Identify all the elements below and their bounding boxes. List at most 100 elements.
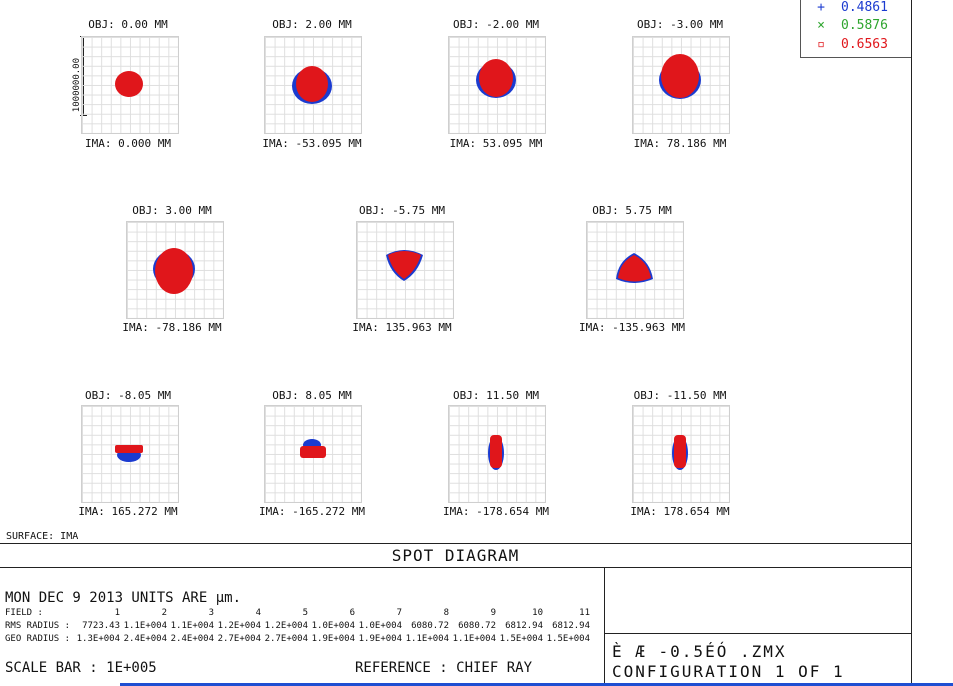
footer-right-divider [604,633,911,634]
spot-plot-6 [356,221,456,321]
legend-square-symbol: ▫ [817,37,825,52]
spot-pattern [115,445,143,462]
plot-9-obj-label: OBJ: 8.05 MM [272,389,352,402]
legend-wavelength-value: 0.5876 [841,18,888,33]
rms-value: 6812.94 [505,621,543,631]
plot-8-ima-label: IMA: 165.272 MM [78,505,178,518]
plot-5-ima-label: IMA: -78.186 MM [122,321,222,334]
field-number: 1 [114,608,120,618]
title-top-line [0,543,911,544]
field-number: 11 [579,608,590,618]
legend-row: ▫ 0.6563 [801,37,911,55]
spot-pattern [300,439,326,458]
rms-value: 1.1E+004 [170,621,214,631]
plot-2-ima-label: IMA: -53.095 MM [262,137,362,150]
rms-value: 7723.43 [82,621,120,631]
spot-pattern [115,71,143,97]
spot-plot-5 [126,221,226,321]
rms-row-label: RMS RADIUS : [5,621,71,631]
legend-wavelength-value: 0.4861 [841,0,888,15]
footer-divider-line [604,567,605,686]
spot-pattern [476,59,516,98]
date-units-text: MON DEC 9 2013 UNITS ARE µm. [5,590,242,606]
wavelength-legend: + 0.4861 × 0.5876 ▫ 0.6563 [800,0,912,58]
rms-value: 6812.94 [552,621,590,631]
plot-4-ima-label: IMA: 78.186 MM [633,137,727,150]
field-number: 3 [208,608,214,618]
field-number: 6 [349,608,355,618]
legend-wavelength-value: 0.6563 [841,37,888,52]
geo-value: 1.1E+004 [405,634,449,644]
plot-9-ima-label: IMA: -165.272 MM [259,505,365,518]
plot-1-ima-label: IMA: 0.000 MM [84,137,172,150]
taskbar-strip [120,683,953,686]
right-frame-line [911,0,912,686]
geo-value: 1.9E+004 [358,634,402,644]
surface-label: SURFACE: IMA [6,531,79,542]
field-number: 7 [396,608,402,618]
plot-5-obj-label: OBJ: 3.00 MM [132,204,212,217]
reference-text: REFERENCE : CHIEF RAY [355,660,533,676]
spot-pattern [292,66,332,104]
spot-plot-3 [448,36,548,136]
rms-value: 6080.72 [411,621,449,631]
plot-11-obj-label: OBJ: -11.50 MM [633,389,727,402]
plot-8-obj-label: OBJ: -8.05 MM [84,389,172,402]
plot-10-ima-label: IMA: -178.654 MM [443,505,549,518]
geo-value: 2.4E+004 [123,634,167,644]
legend-plus-symbol: + [817,0,825,15]
field-number: 2 [161,608,167,618]
field-row-label: FIELD : [5,608,43,618]
geo-value: 1.5E+004 [499,634,543,644]
rms-value: 1.0E+004 [358,621,402,631]
rms-value: 1.1E+004 [123,621,167,631]
file-name-text: È Æ -0.5ÉÓ .ZMX [612,642,787,661]
geo-row-label: GEO RADIUS : [5,634,71,644]
spot-plot-10 [448,405,548,505]
scale-bar-text: SCALE BAR : 1E+005 [5,660,157,676]
configuration-text: CONFIGURATION 1 OF 1 [612,662,845,681]
spot-plot-11 [632,405,732,505]
field-number: 8 [443,608,449,618]
plot-6-obj-label: OBJ: -5.75 MM [358,204,446,217]
plot-7-ima-label: IMA: -135.963 MM [579,321,685,334]
field-number: 5 [302,608,308,618]
rms-value: 6080.72 [458,621,496,631]
legend-cross-symbol: × [817,18,825,33]
plot-1-obj-label: OBJ: 0.00 MM [88,18,168,31]
spot-pattern [488,435,504,470]
rms-value: 1.2E+004 [217,621,261,631]
plot-6-ima-label: IMA: 135.963 MM [352,321,452,334]
plot-7-obj-label: OBJ: 5.75 MM [592,204,672,217]
field-number: 9 [490,608,496,618]
field-number: 10 [532,608,543,618]
plot-3-ima-label: IMA: 53.095 MM [449,137,543,150]
spot-pattern [659,54,701,99]
geo-value: 1.9E+004 [311,634,355,644]
spot-pattern [386,250,423,281]
geo-value: 1.5E+004 [546,634,590,644]
spot-plot-2 [264,36,364,136]
spot-plot-9 [264,405,364,505]
plot-10-obj-label: OBJ: 11.50 MM [452,389,540,402]
title-bottom-line [0,567,911,568]
spot-plot-7 [586,221,686,321]
plot-4-obj-label: OBJ: -3.00 MM [636,18,724,31]
spot-plot-4 [632,36,732,136]
legend-row: + 0.4861 [801,0,911,18]
rms-value: 1.2E+004 [264,621,308,631]
geo-value: 1.3E+004 [76,634,120,644]
plot-11-ima-label: IMA: 178.654 MM [630,505,730,518]
geo-value: 2.4E+004 [170,634,214,644]
plot-2-obj-label: OBJ: 2.00 MM [272,18,352,31]
rms-value: 1.0E+004 [311,621,355,631]
geo-value: 2.7E+004 [217,634,261,644]
field-number: 4 [255,608,261,618]
spot-pattern [616,253,653,283]
spot-plot-1 [81,36,181,136]
spot-pattern [153,248,195,294]
spot-plot-8 [81,405,181,505]
legend-row: × 0.5876 [801,18,911,36]
plot-3-obj-label: OBJ: -2.00 MM [452,18,540,31]
